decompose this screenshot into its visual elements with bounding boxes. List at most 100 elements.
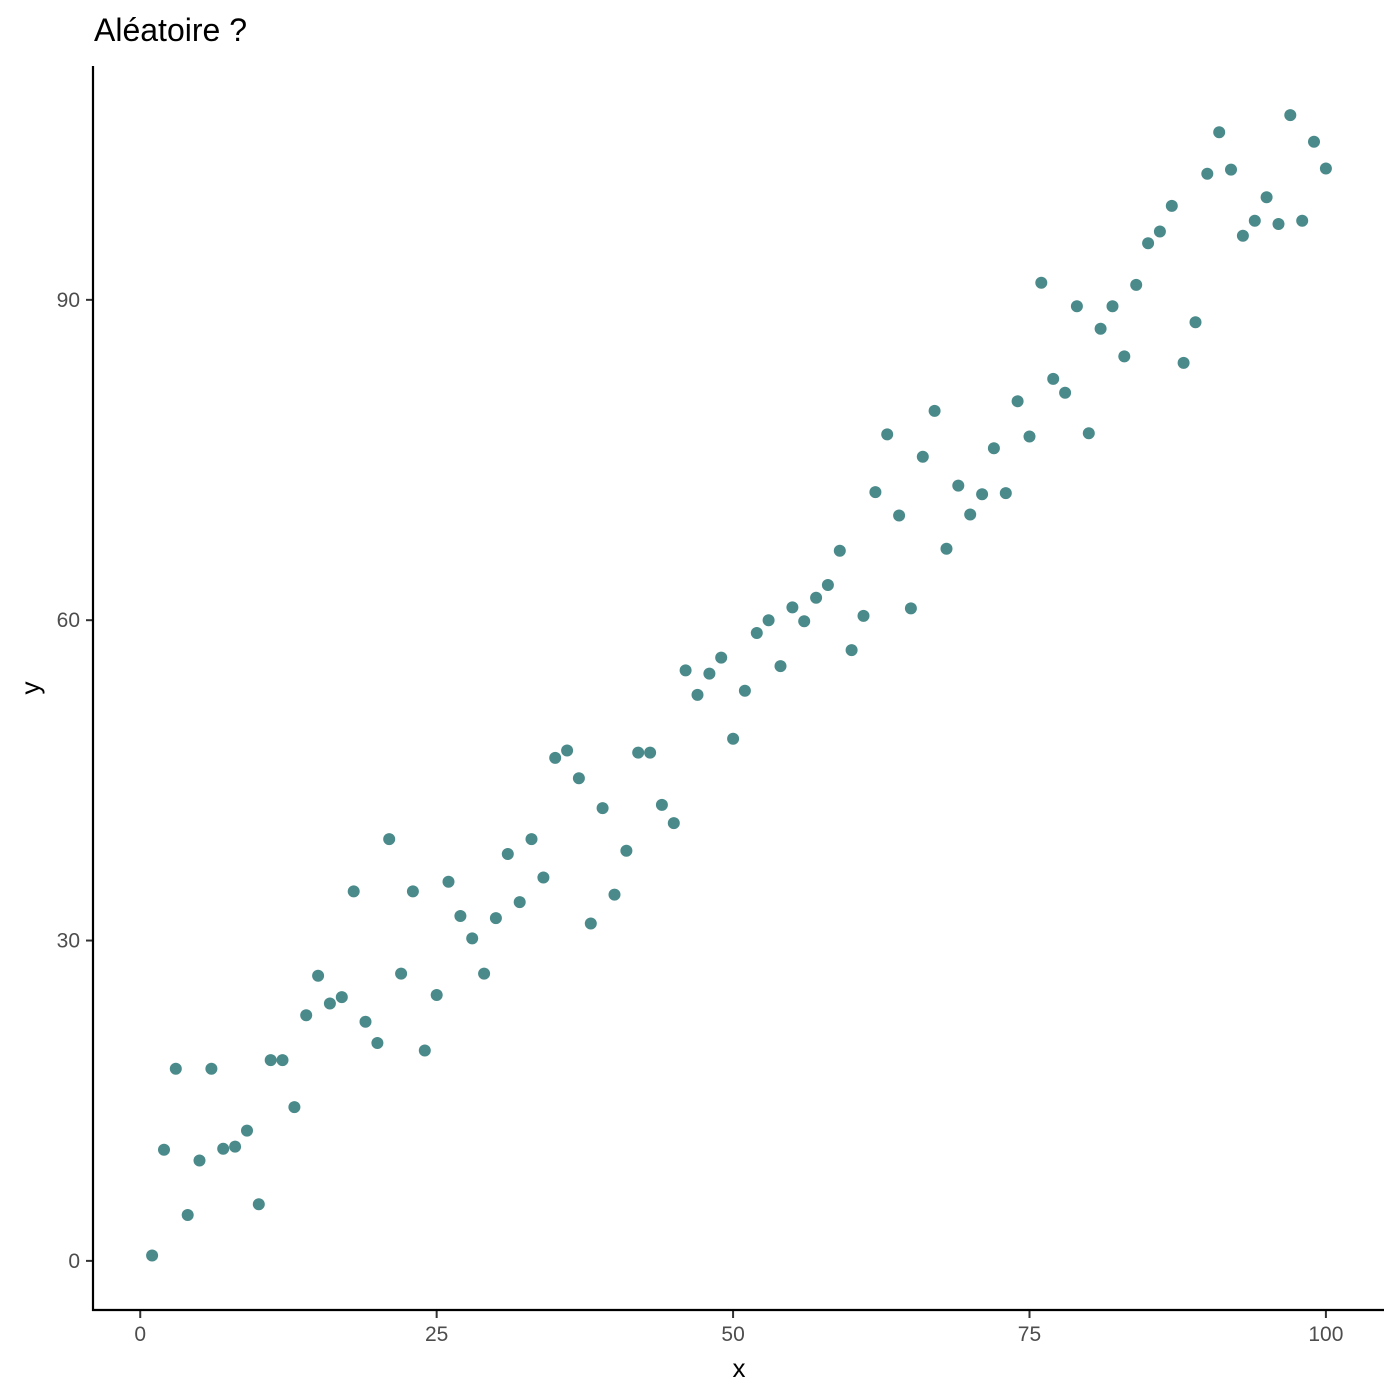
data-point <box>917 451 929 463</box>
x-axis-ticks: 0 25 50 75 100 <box>134 1311 1343 1346</box>
data-point <box>1249 215 1261 227</box>
data-point <box>976 488 988 500</box>
data-point <box>454 910 466 922</box>
data-point <box>775 660 787 672</box>
data-points <box>146 109 1332 1261</box>
data-point <box>277 1054 289 1066</box>
data-point <box>929 405 941 417</box>
data-point <box>288 1101 300 1113</box>
data-point <box>692 689 704 701</box>
data-point <box>395 968 407 980</box>
x-tick-label: 25 <box>425 1323 448 1346</box>
data-point <box>443 876 455 888</box>
y-axis-label: y <box>15 682 45 695</box>
data-point <box>466 932 478 944</box>
data-point <box>1083 427 1095 439</box>
data-point <box>881 428 893 440</box>
data-point <box>265 1054 277 1066</box>
data-point <box>419 1045 431 1057</box>
data-point <box>703 668 715 680</box>
data-point <box>312 970 324 982</box>
data-point <box>1308 136 1320 148</box>
data-point <box>822 579 834 591</box>
data-point <box>1012 395 1024 407</box>
data-point <box>668 817 680 829</box>
data-point <box>490 912 502 924</box>
data-point <box>383 833 395 845</box>
data-point <box>241 1125 253 1137</box>
data-point <box>632 747 644 759</box>
y-tick-label: 30 <box>57 930 80 953</box>
data-point <box>253 1198 265 1210</box>
data-point <box>431 989 443 1001</box>
data-point <box>798 615 810 627</box>
data-point <box>1166 200 1178 212</box>
data-point <box>715 652 727 664</box>
data-point <box>751 627 763 639</box>
data-point <box>537 872 549 884</box>
data-point <box>1178 357 1190 369</box>
data-point <box>1296 215 1308 227</box>
data-point <box>229 1141 241 1153</box>
data-point <box>217 1143 229 1155</box>
y-tick-label: 90 <box>57 289 80 312</box>
data-point <box>1024 431 1036 443</box>
data-point <box>336 991 348 1003</box>
data-point <box>194 1155 206 1167</box>
data-point <box>1225 164 1237 176</box>
data-point <box>324 998 336 1010</box>
data-point <box>763 614 775 626</box>
data-point <box>348 885 360 897</box>
data-point <box>810 592 822 604</box>
data-point <box>739 685 751 697</box>
chart-title: Aléatoire ? <box>94 12 247 48</box>
data-point <box>1284 109 1296 121</box>
data-point <box>514 896 526 908</box>
data-point <box>1118 350 1130 362</box>
data-point <box>1190 316 1202 328</box>
data-point <box>549 752 561 764</box>
data-point <box>680 664 692 676</box>
data-point <box>786 601 798 613</box>
data-point <box>1047 373 1059 385</box>
data-point <box>158 1144 170 1156</box>
x-axis-label: x <box>733 1353 746 1383</box>
data-point <box>1071 300 1083 312</box>
data-point <box>146 1250 158 1262</box>
data-point <box>1130 279 1142 291</box>
data-point <box>1320 163 1332 175</box>
data-point <box>526 833 538 845</box>
data-point <box>1095 323 1107 335</box>
data-point <box>205 1063 217 1075</box>
data-point <box>182 1209 194 1221</box>
data-point <box>656 799 668 811</box>
data-point <box>869 486 881 498</box>
data-point <box>644 747 656 759</box>
data-point <box>858 610 870 622</box>
data-point <box>170 1063 182 1075</box>
data-point <box>1154 226 1166 238</box>
data-point <box>502 848 514 860</box>
x-tick-label: 0 <box>134 1323 146 1346</box>
data-point <box>905 602 917 614</box>
data-point <box>846 644 858 656</box>
y-axis-ticks: 0 30 60 90 <box>57 289 93 1273</box>
data-point <box>585 918 597 930</box>
data-point <box>561 745 573 757</box>
data-point <box>1035 277 1047 289</box>
data-point <box>597 802 609 814</box>
x-tick-label: 100 <box>1308 1323 1343 1346</box>
data-point <box>1261 191 1273 203</box>
data-point <box>834 545 846 557</box>
data-point <box>371 1037 383 1049</box>
data-point <box>300 1009 312 1021</box>
x-tick-label: 50 <box>721 1323 744 1346</box>
y-tick-label: 60 <box>57 609 80 632</box>
data-point <box>360 1016 372 1028</box>
y-tick-label: 0 <box>68 1250 80 1273</box>
data-point <box>988 442 1000 454</box>
data-point <box>893 510 905 522</box>
data-point <box>478 968 490 980</box>
data-point <box>609 889 621 901</box>
